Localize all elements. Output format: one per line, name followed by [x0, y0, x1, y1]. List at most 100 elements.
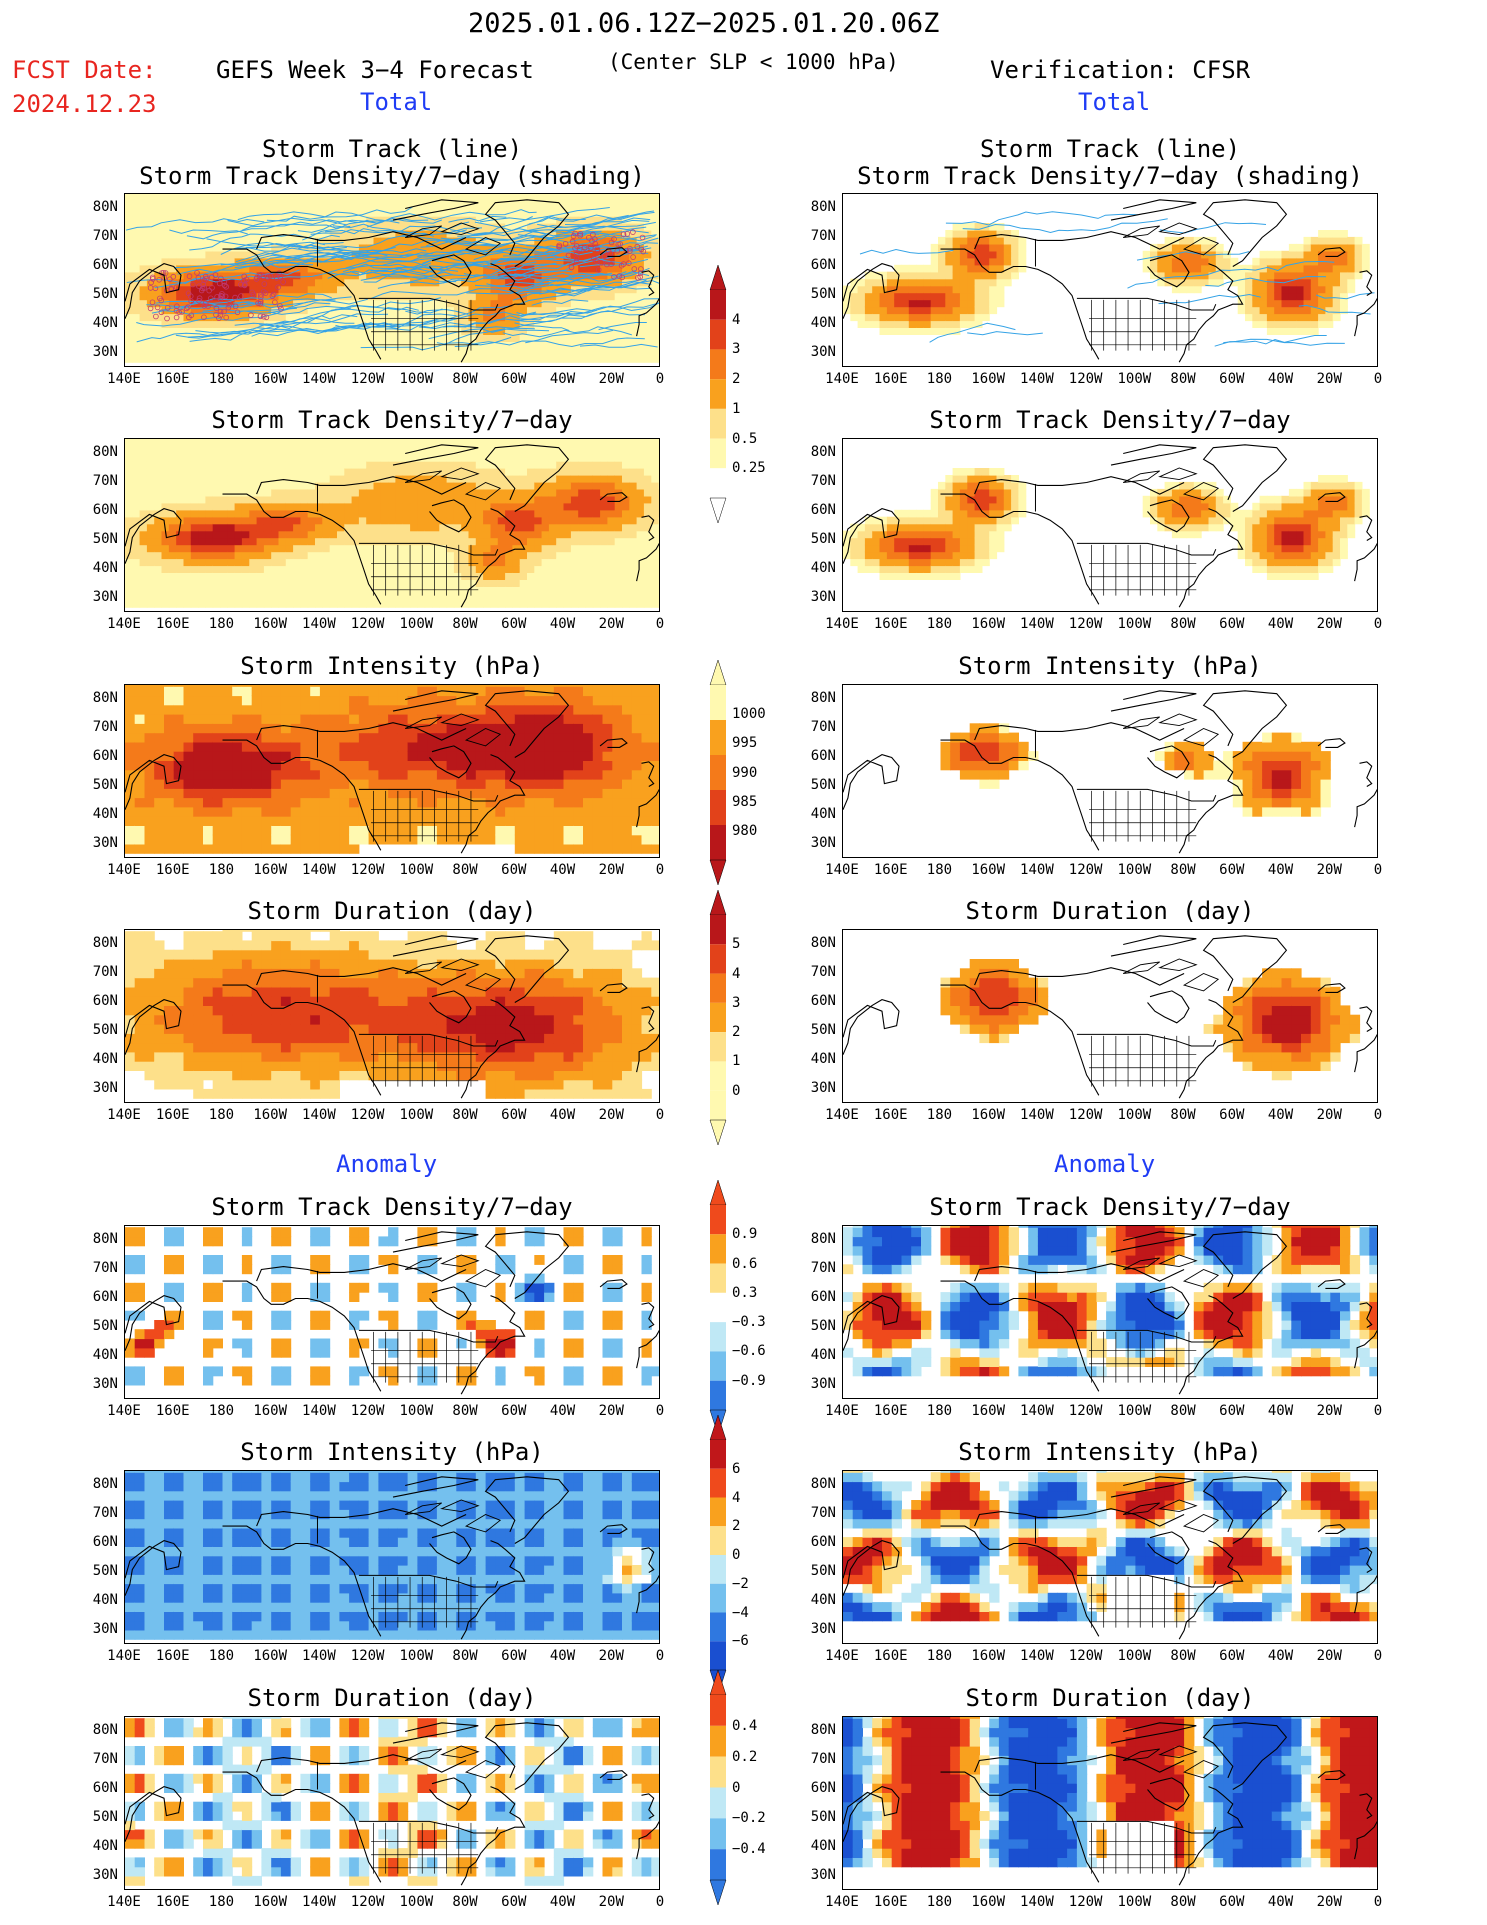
lon-tick-label: 0 — [655, 1403, 665, 1419]
lon-tick-label: 160E — [155, 862, 190, 878]
lon-tick-label: 0 — [1373, 1648, 1383, 1664]
lon-tick-label: 60W — [1219, 862, 1245, 878]
lat-tick-label: 80N — [810, 443, 836, 460]
lon-tick-label: 140W — [1020, 1648, 1054, 1664]
lon-tick-label: 60W — [501, 862, 527, 878]
lon-tick-label: 80W — [452, 371, 478, 387]
lon-tick-label: 100W — [1117, 862, 1152, 878]
lat-tick-label: 80N — [92, 1230, 118, 1247]
colorbar-duration-total-label: 1 — [732, 1053, 741, 1070]
lat-tick-label: 30N — [810, 1866, 836, 1883]
lon-tick-label: 140E — [825, 1403, 859, 1419]
colorbar-duration-total-label: 0 — [732, 1082, 741, 1099]
lat-tick-label: 50N — [810, 285, 836, 302]
panel-title-1-obs: Storm Track (line) — [979, 135, 1241, 163]
lon-tick-label: 120W — [350, 1403, 385, 1419]
panel-title-1-forecast: Storm Track Density/7−day (shading) — [139, 162, 645, 190]
colorbar-intensity-total-label: 990 — [732, 764, 758, 781]
lon-tick-label: 20W — [598, 616, 624, 632]
fcst-date-value: 2024.12.23 — [12, 90, 157, 118]
lat-tick-label: 30N — [810, 1620, 836, 1637]
lon-tick-label: 40W — [549, 862, 576, 878]
map-panel-4-obs — [842, 929, 1378, 1103]
lon-tick-label: 120W — [1068, 862, 1103, 878]
lon-tick-label: 20W — [1316, 1107, 1342, 1123]
lat-tick-label: 30N — [810, 588, 836, 605]
colorbar-duration-anom — [709, 1670, 727, 1905]
lon-tick-label: 160E — [873, 1648, 908, 1664]
lon-tick-label: 0 — [1373, 616, 1383, 632]
fcst-date-label: FCST Date: — [12, 56, 157, 84]
lon-tick-label: 120W — [1068, 1894, 1103, 1910]
lat-tick-label: 50N — [92, 1808, 118, 1825]
lat-tick-label: 50N — [810, 1562, 836, 1579]
lat-tick-label: 60N — [810, 747, 836, 764]
lon-tick-label: 160W — [971, 616, 1006, 632]
lon-tick-label: 80W — [1170, 862, 1196, 878]
lat-tick-label: 50N — [810, 1808, 836, 1825]
lat-tick-label: 50N — [810, 530, 836, 547]
colorbar-density-anom-label: 0.3 — [732, 1284, 758, 1301]
colorbar-duration-anom-label: 0.2 — [732, 1748, 758, 1765]
lat-tick-label: 40N — [810, 1837, 836, 1854]
lon-tick-label: 140W — [302, 862, 336, 878]
lon-tick-label: 180 — [208, 1894, 235, 1910]
lon-tick-label: 60W — [501, 1648, 527, 1664]
lon-tick-label: 80W — [1170, 1107, 1196, 1123]
lon-tick-label: 160E — [155, 616, 190, 632]
lat-tick-label: 50N — [92, 1562, 118, 1579]
lat-tick-label: 40N — [92, 314, 118, 331]
lon-tick-label: 100W — [399, 1403, 434, 1419]
panel-title-3-obs: Storm Intensity (hPa) — [958, 652, 1262, 680]
lat-tick-label: 50N — [810, 1317, 836, 1334]
colorbar-density-anom-label: −0.3 — [732, 1314, 766, 1331]
lat-tick-label: 50N — [92, 285, 118, 302]
colorbar-intensity-total-label: 995 — [732, 735, 758, 752]
colorbar-density-anom — [709, 1180, 727, 1435]
lon-tick-label: 0 — [1373, 1107, 1383, 1123]
lat-tick-label: 70N — [92, 227, 118, 244]
map-panel-1-obs — [842, 193, 1378, 367]
lon-tick-label: 160W — [971, 371, 1006, 387]
lon-tick-label: 60W — [1219, 1107, 1245, 1123]
lon-tick-label: 60W — [1219, 371, 1245, 387]
lon-tick-label: 80W — [452, 1107, 478, 1123]
lat-tick-label: 60N — [810, 1288, 836, 1305]
lon-tick-label: 160E — [873, 862, 908, 878]
lon-tick-label: 80W — [452, 1648, 478, 1664]
colorbar-intensity-anom-label: 6 — [732, 1460, 741, 1477]
colorbar-density-total-label: 4 — [732, 311, 741, 328]
lon-tick-label: 20W — [1316, 1648, 1342, 1664]
lon-tick-label: 160W — [253, 1894, 288, 1910]
lon-tick-label: 180 — [208, 862, 235, 878]
colorbar-intensity-anom — [709, 1415, 727, 1695]
map-field-6-obs — [843, 1471, 1377, 1640]
panel-title-5-forecast: Storm Track Density/7−day — [211, 1193, 573, 1221]
lat-tick-label: 60N — [810, 501, 836, 518]
lat-tick-label: 70N — [92, 1259, 118, 1276]
lat-tick-label: 40N — [92, 1837, 118, 1854]
lat-tick-label: 80N — [810, 934, 836, 951]
panel-title-7-obs: Storm Duration (day) — [965, 1684, 1255, 1712]
map-panel-2-obs — [842, 438, 1378, 612]
panel-title-6-obs: Storm Intensity (hPa) — [958, 1438, 1262, 1466]
map-panel-3-forecast — [124, 684, 660, 858]
lon-tick-label: 60W — [1219, 1648, 1245, 1664]
lon-tick-label: 180 — [208, 1648, 235, 1664]
map-field-4-forecast — [125, 930, 659, 1099]
lon-tick-label: 140W — [302, 1648, 336, 1664]
lon-tick-label: 140E — [825, 862, 859, 878]
lat-tick-label: 60N — [810, 1779, 836, 1796]
panel-title-5-obs: Storm Track Density/7−day — [929, 1193, 1291, 1221]
map-panel-6-obs — [842, 1470, 1378, 1644]
lon-tick-label: 60W — [501, 616, 527, 632]
lon-tick-label: 80W — [452, 1403, 478, 1419]
lon-tick-label: 160W — [253, 616, 288, 632]
map-field-5-obs — [843, 1226, 1377, 1395]
lon-tick-label: 140E — [107, 862, 141, 878]
lon-tick-label: 140W — [1020, 1107, 1054, 1123]
lat-tick-label: 60N — [92, 1779, 118, 1796]
lon-tick-label: 160W — [971, 1648, 1006, 1664]
lon-tick-label: 120W — [350, 862, 385, 878]
lat-tick-label: 80N — [810, 198, 836, 215]
